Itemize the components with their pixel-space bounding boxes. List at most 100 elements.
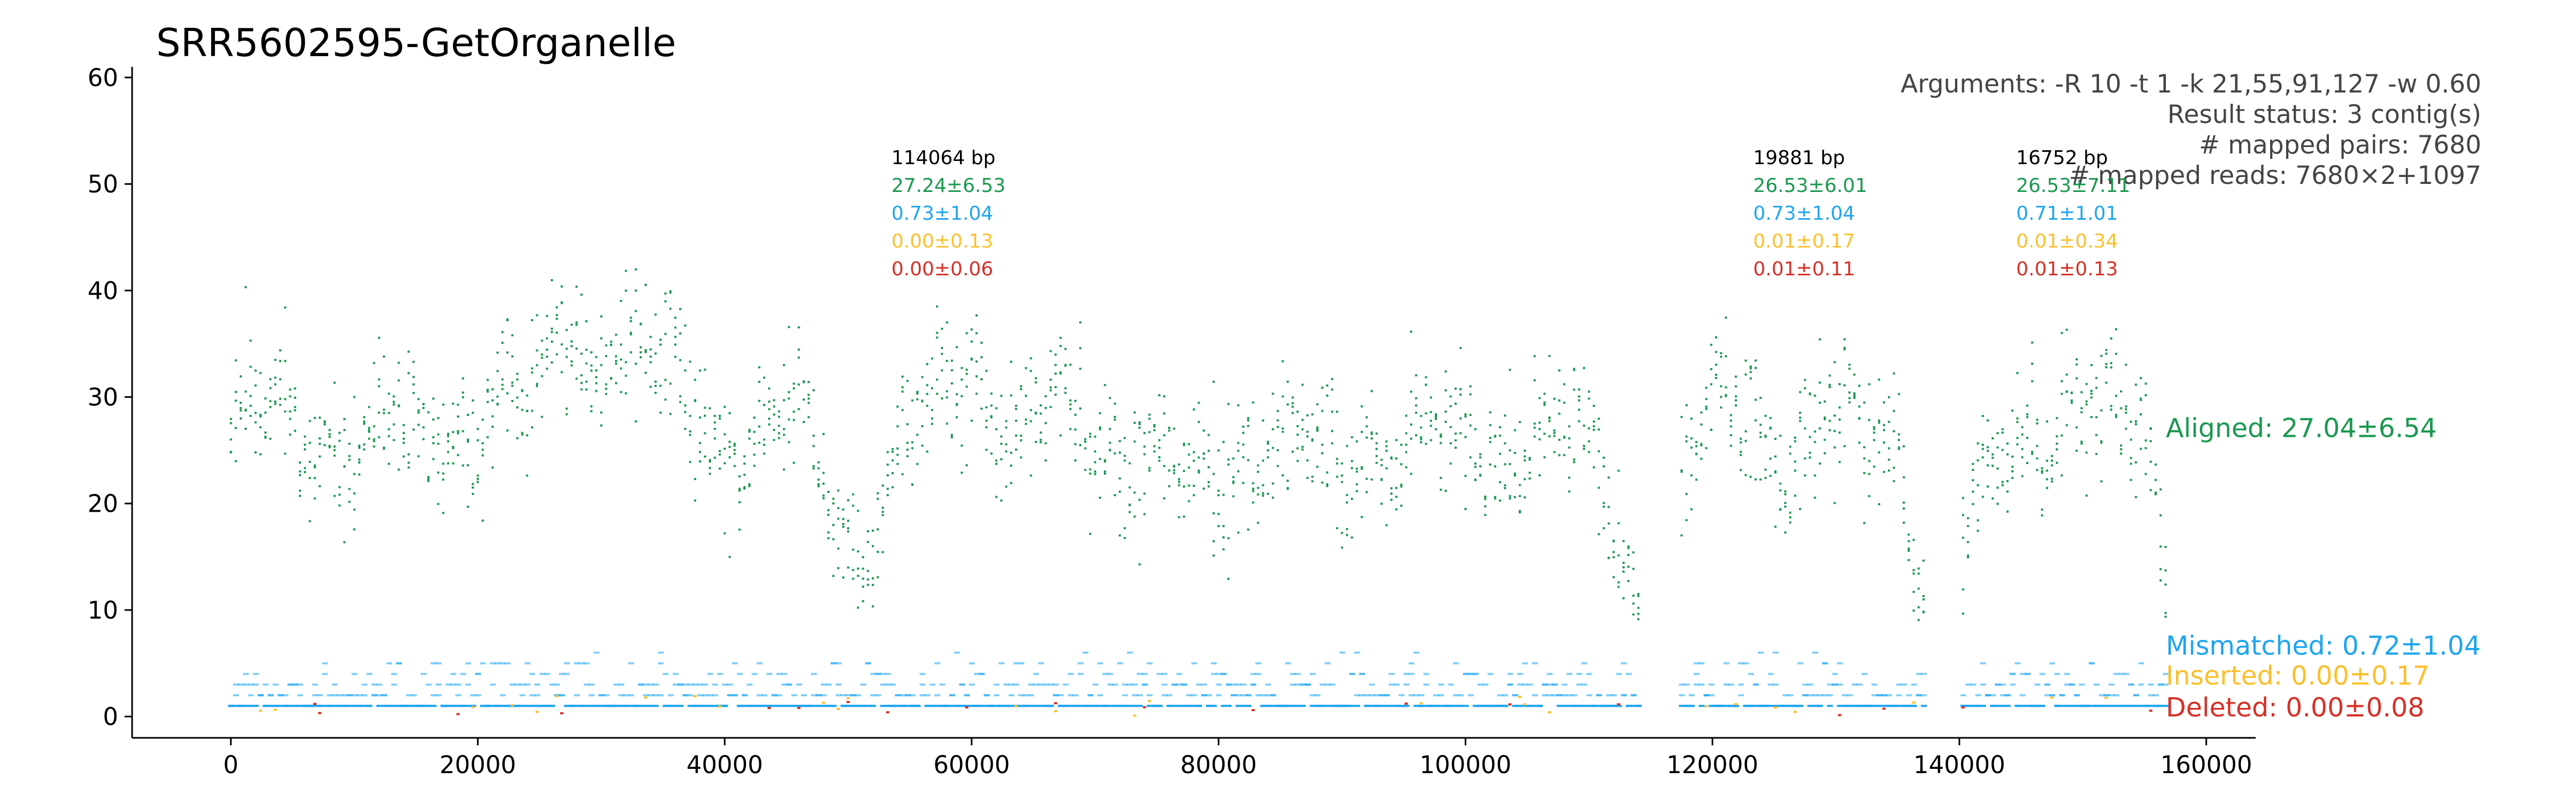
aligned-point (1064, 387, 1067, 390)
aligned-point (866, 541, 869, 543)
mismatched-point (228, 705, 234, 707)
mismatched-point (1171, 705, 1178, 707)
aligned-point (931, 422, 934, 425)
mismatched-point (845, 694, 852, 697)
aligned-point (1720, 396, 1723, 398)
aligned-point (2021, 475, 2024, 477)
inserted-point (1419, 702, 1423, 705)
aligned-point (1519, 511, 1521, 514)
aligned-point (1267, 456, 1270, 459)
mismatched-point (1832, 673, 1838, 675)
aligned-point (318, 455, 321, 458)
aligned-point (1336, 475, 1339, 478)
aligned-point (1163, 412, 1166, 415)
aligned-point (610, 377, 612, 380)
mismatched-point (850, 705, 857, 707)
aligned-point (600, 364, 603, 366)
aligned-point (506, 351, 509, 354)
mismatched-point (638, 705, 644, 707)
aligned-point (1464, 413, 1467, 415)
mismatched-point (672, 705, 679, 707)
aligned-point (1247, 528, 1250, 531)
mismatched-point (1368, 705, 1375, 707)
mismatched-point (1206, 694, 1212, 697)
aligned-point (1977, 529, 1979, 532)
aligned-point (1099, 426, 1102, 429)
aligned-point (368, 406, 371, 408)
mismatched-point (1304, 683, 1311, 686)
aligned-point (1049, 406, 1052, 408)
aligned-point (1538, 428, 1541, 430)
mismatched-point (1092, 705, 1098, 707)
aligned-point (1356, 471, 1358, 473)
aligned-point (338, 493, 341, 496)
aligned-point (1429, 396, 1432, 399)
aligned-point (1843, 338, 1846, 341)
aligned-point (1705, 387, 1708, 389)
aligned-point (511, 384, 514, 387)
contig-label-line: 26.53±6.01 (1753, 175, 1867, 197)
aligned-point (985, 419, 988, 422)
aligned-point (1528, 458, 1531, 461)
aligned-point (1247, 417, 1250, 419)
mismatched-point (1532, 694, 1538, 697)
aligned-point (817, 483, 820, 485)
mismatched-point (1388, 705, 1395, 707)
mismatched-point (1408, 673, 1414, 675)
aligned-point (610, 344, 612, 346)
mismatched-point (1512, 705, 1518, 707)
aligned-point (1608, 557, 1610, 559)
aligned-point (1578, 408, 1580, 411)
mismatched-point (1319, 705, 1326, 707)
aligned-point (1351, 498, 1354, 500)
aligned-point (793, 382, 795, 385)
mismatched-point (1211, 662, 1217, 665)
aligned-point (1883, 401, 1886, 404)
mismatched-point (524, 662, 530, 665)
aligned-point (1148, 413, 1151, 416)
mismatched-point (1738, 683, 1744, 686)
mismatched-point (1901, 705, 1908, 707)
aligned-point (1981, 456, 1984, 459)
aligned-point (447, 433, 450, 435)
mismatched-point (2024, 673, 2031, 675)
mismatched-point (1423, 705, 1429, 707)
aligned-point (560, 285, 563, 288)
aligned-point (1883, 429, 1886, 431)
aligned-point (852, 493, 855, 496)
aligned-point (1740, 451, 1742, 453)
aligned-point (1602, 457, 1605, 459)
mismatched-point (2138, 705, 2144, 707)
mismatched-point (1107, 673, 1113, 675)
aligned-point (1897, 392, 1900, 395)
aligned-point (1029, 420, 1032, 422)
aligned-point (1375, 448, 1378, 450)
mismatched-point (519, 705, 526, 707)
mismatched-point (1556, 694, 1563, 697)
aligned-point (1044, 407, 1047, 410)
aligned-point (1079, 444, 1082, 446)
x-tick-label: 160000 (2160, 751, 2252, 779)
mismatched-point (2049, 694, 2056, 697)
mismatched-point (588, 694, 595, 697)
aligned-point (402, 455, 405, 458)
aligned-point (1759, 397, 1762, 399)
aligned-point (945, 396, 948, 399)
aligned-point (486, 388, 489, 391)
aligned-point (1784, 502, 1787, 504)
mismatched-point (1240, 683, 1247, 686)
mismatched-point (1226, 683, 1232, 686)
mismatched-point (1896, 694, 1902, 697)
mismatched-point (1231, 683, 1237, 686)
aligned-point (1331, 430, 1334, 433)
aligned-point (1138, 426, 1141, 429)
mismatched-point (1413, 651, 1420, 654)
aligned-point (669, 413, 672, 415)
aligned-point (1799, 391, 1802, 394)
aligned-point (728, 441, 731, 443)
mismatched-point (1748, 705, 1754, 707)
mismatched-point (712, 705, 718, 707)
aligned-point (901, 386, 904, 389)
aligned-point (808, 402, 810, 404)
aligned-point (956, 393, 958, 396)
